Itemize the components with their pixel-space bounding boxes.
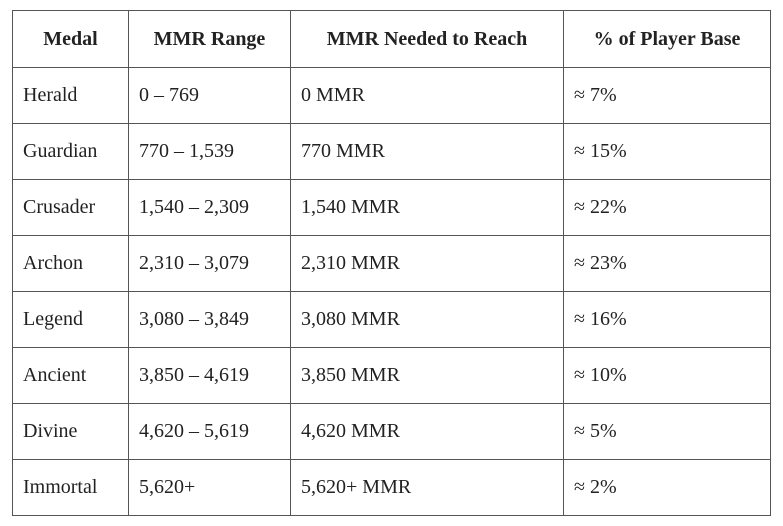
table-cell: 1,540 – 2,309 [128, 179, 291, 236]
header-cell: % of Player Base [563, 10, 771, 68]
table-row: Archon 2,310 – 3,079 2,310 MMR ≈ 23% [12, 235, 771, 292]
table-cell: 4,620 MMR [290, 403, 564, 460]
table-cell: ≈ 22% [563, 179, 771, 236]
header-row: Medal MMR Range MMR Needed to Reach% of Pl… [12, 10, 771, 68]
table-cell: Herald [12, 67, 129, 124]
table-body: Herald 0 – 769 0 MMR ≈ 7% Guardian 770 – 1,53… [12, 67, 771, 516]
table-cell: 3,850 – 4,619 [128, 347, 291, 404]
header-cell: MMR Needed to Reach [290, 10, 564, 68]
table-cell: Legend [12, 291, 129, 348]
table-row: Divine 4,620 – 5,619 4,620 MMR ≈ 5% [12, 403, 771, 460]
table-cell: 1,540 MMR [290, 179, 564, 236]
table-cell: ≈ 23% [563, 235, 771, 292]
table-row: Guardian 770 – 1,539 770 MMR ≈ 15% [12, 123, 771, 180]
table-cell: ≈ 7% [563, 67, 771, 124]
table-cell: Archon [12, 235, 129, 292]
table-cell: 2,310 MMR [290, 235, 564, 292]
table-cell: 3,080 MMR [290, 291, 564, 348]
table-cell: 770 – 1,539 [128, 123, 291, 180]
table-row: Legend 3,080 – 3,849 3,080 MMR ≈ 16% [12, 291, 771, 348]
table-cell: Guardian [12, 123, 129, 180]
table-cell: ≈ 2% [563, 459, 771, 516]
table-cell: Crusader [12, 179, 129, 236]
table-cell: 2,310 – 3,079 [128, 235, 291, 292]
table-cell: 0 – 769 [128, 67, 291, 124]
table-row: Ancient 3,850 – 4,619 3,850 MMR ≈ 10% [12, 347, 771, 404]
table-cell: 5,620+ [128, 459, 291, 516]
medal-table: Medal MMR Range MMR Needed to Reach% of Pl… [12, 10, 771, 516]
table-cell: 770 MMR [290, 123, 564, 180]
table-cell: Divine [12, 403, 129, 460]
table-row: Herald 0 – 769 0 MMR ≈ 7% [12, 67, 771, 124]
table-cell: Ancient [12, 347, 129, 404]
table-cell: ≈ 5% [563, 403, 771, 460]
table-cell: ≈ 10% [563, 347, 771, 404]
table-cell: 5,620+ MMR [290, 459, 564, 516]
header-cell: MMR Range [128, 10, 291, 68]
table-cell: 0 MMR [290, 67, 564, 124]
table-cell: 3,850 MMR [290, 347, 564, 404]
header-cell: Medal [12, 10, 129, 68]
table-cell: 3,080 – 3,849 [128, 291, 291, 348]
table-cell: ≈ 16% [563, 291, 771, 348]
table-cell: ≈ 15% [563, 123, 771, 180]
table-row: Crusader 1,540 – 2,309 1,540 MMR ≈ 22% [12, 179, 771, 236]
table-cell: 4,620 – 5,619 [128, 403, 291, 460]
table-cell: Immortal [12, 459, 129, 516]
table-row: Immortal 5,620+ 5,620+ MMR ≈ 2% [12, 459, 771, 516]
